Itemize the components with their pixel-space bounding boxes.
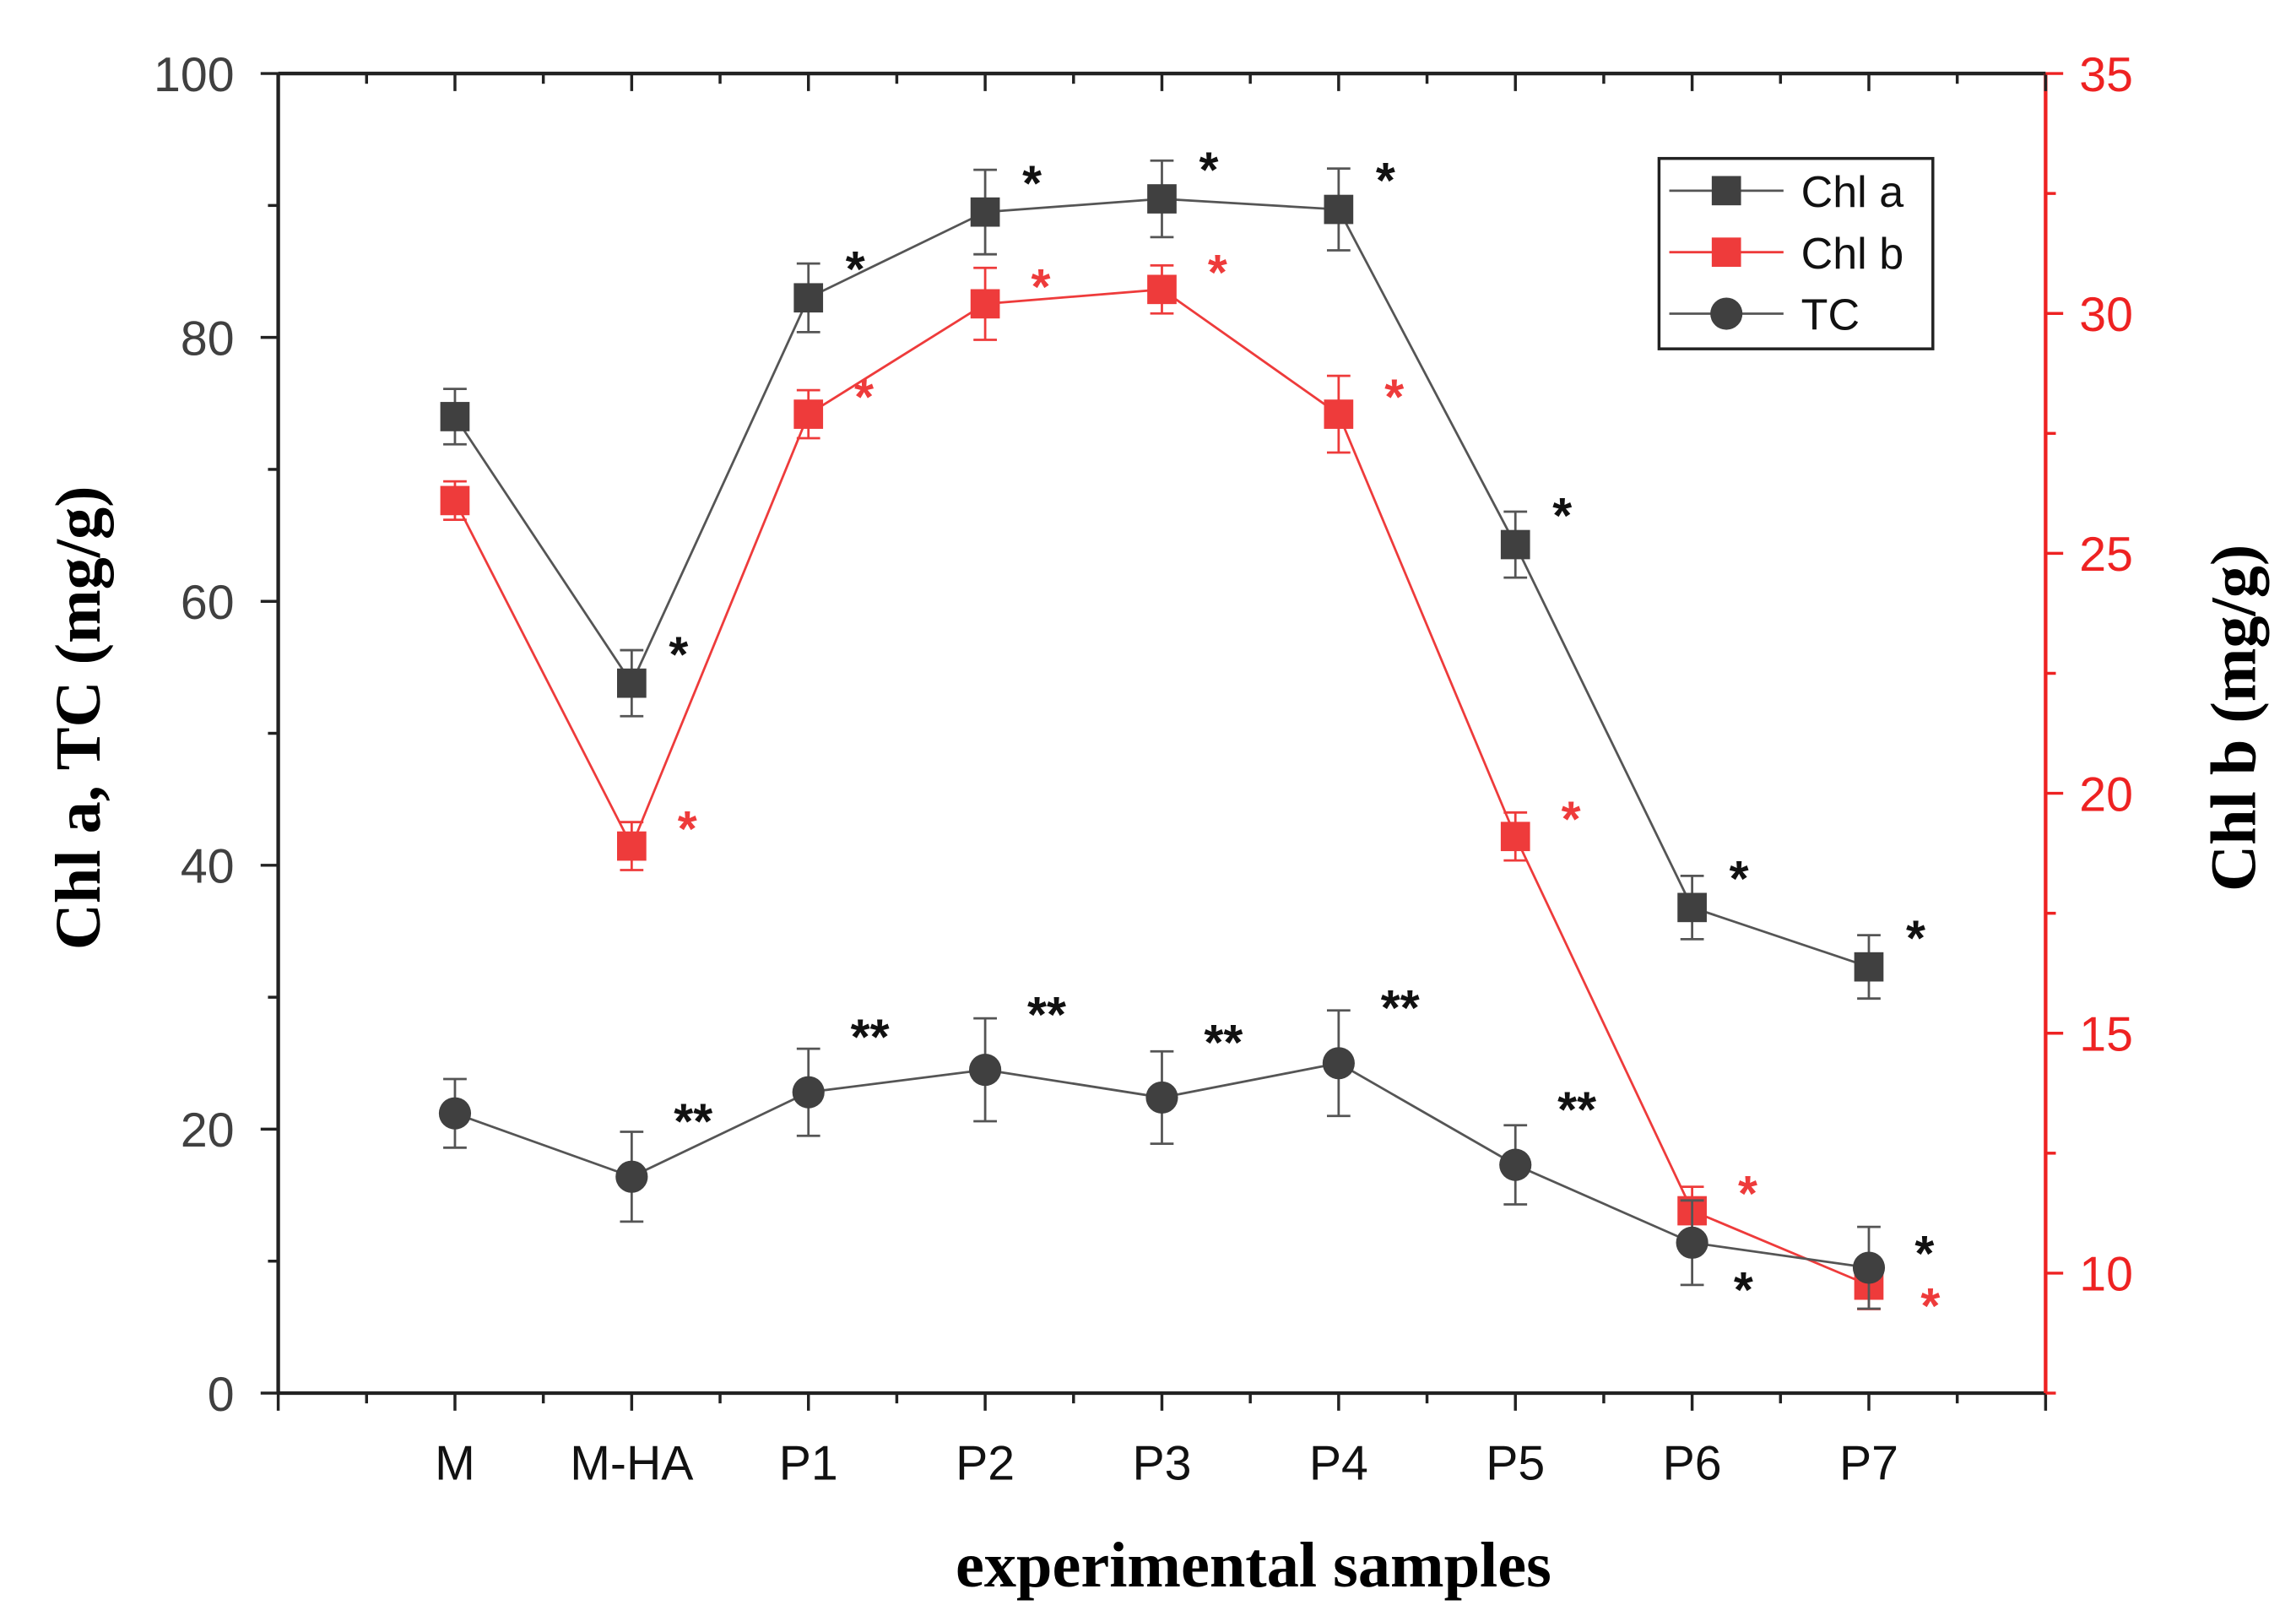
y-tick-label: 0	[208, 1368, 235, 1422]
data-point	[438, 1097, 472, 1130]
legend-label: TC	[1801, 291, 1860, 340]
data-point	[969, 1054, 1002, 1087]
legend: Chl a Chl b TC	[1657, 156, 1935, 350]
y2-axis-title: Chl b (mg/g)	[2197, 545, 2269, 892]
data-point	[617, 668, 647, 698]
x-tick-label: M	[435, 1436, 475, 1490]
data-point	[1324, 399, 1354, 429]
significance-star: **	[674, 1095, 712, 1150]
significance-star: **	[1557, 1083, 1596, 1138]
data-point	[1147, 184, 1177, 214]
legend-label: Chl b	[1801, 230, 1903, 279]
y2-tick-label: 15	[2079, 1008, 2133, 1062]
y-tick-label: 60	[181, 576, 235, 630]
y-tick-label: 100	[154, 48, 235, 102]
data-point	[792, 1076, 825, 1109]
significance-star: *	[1032, 260, 1051, 315]
x-tick-label: P6	[1663, 1436, 1722, 1490]
data-point	[617, 831, 647, 861]
significance-star: *	[1914, 1227, 1934, 1282]
x-tick-label: P7	[1839, 1436, 1898, 1490]
x-tick-label: P3	[1132, 1436, 1191, 1490]
data-point	[970, 197, 1000, 227]
significance-star: **	[1381, 981, 1420, 1036]
y2-tick-label: 20	[2079, 767, 2133, 822]
data-point	[1852, 1251, 1886, 1284]
series-chl-a: * * * * * * * *	[440, 144, 1925, 1001]
series-tc: **** **********	[438, 981, 1934, 1318]
y-tick-label: 80	[181, 312, 235, 366]
x-tick-label: M-HA	[570, 1436, 694, 1490]
series-chl-b: *** *****	[440, 246, 1940, 1334]
significance-star: *	[854, 371, 874, 426]
data-point	[440, 485, 470, 516]
data-point	[793, 399, 824, 429]
legend-marker	[1711, 176, 1741, 206]
legend-marker	[1710, 297, 1743, 330]
data-marks: *** * ******* ********* **********	[438, 144, 1940, 1334]
significance-star: *	[1199, 144, 1219, 198]
significance-star: **	[1027, 988, 1066, 1043]
significance-star: **	[851, 1011, 890, 1066]
axes: M M-HA P1 P2 P3 P4 P5 P6 P7 0 20 40 60 80 100 10 15 20 25 3…	[154, 48, 2133, 1490]
data-point	[1322, 1047, 1355, 1080]
data-point	[1854, 952, 1884, 982]
y-axis-title: Chl a, TC (mg/g)	[42, 485, 114, 950]
significance-star: *	[1376, 154, 1395, 209]
data-point	[793, 283, 824, 313]
x-tick-label: P5	[1486, 1436, 1545, 1490]
data-point	[1500, 529, 1530, 560]
significance-star: *	[1384, 371, 1404, 426]
significance-star: *	[1730, 852, 1749, 907]
y2-tick-label: 35	[2079, 48, 2133, 102]
data-point	[440, 402, 470, 431]
data-point	[1499, 1148, 1532, 1181]
data-point	[1147, 274, 1177, 305]
significance-star: *	[1906, 911, 1925, 966]
significance-star: *	[846, 242, 865, 297]
x-tick-label: P2	[956, 1436, 1015, 1490]
legend-label: Chl a	[1801, 168, 1904, 217]
data-point	[1677, 892, 1707, 923]
x-tick-label: P1	[779, 1436, 838, 1490]
y2-tick-label: 25	[2079, 528, 2133, 582]
data-point	[615, 1160, 648, 1193]
significance-star: *	[1734, 1263, 1753, 1318]
significance-star: *	[1562, 793, 1581, 848]
y2-tick-label: 30	[2079, 288, 2133, 342]
significance-star: *	[1920, 1279, 1940, 1334]
significance-star: *	[1738, 1167, 1757, 1222]
significance-star: *	[678, 802, 697, 857]
y-tick-label: 20	[181, 1104, 235, 1158]
data-point	[1324, 194, 1354, 225]
significance-star: *	[1552, 489, 1572, 544]
significance-star: **	[1204, 1016, 1243, 1071]
legend-marker	[1711, 237, 1741, 268]
x-axis-title: experimental samples	[956, 1529, 1551, 1601]
data-point	[1145, 1081, 1178, 1114]
data-point	[970, 289, 1000, 319]
significance-star: *	[1022, 156, 1042, 211]
significance-star: *	[669, 627, 688, 682]
significance-star: *	[1208, 246, 1227, 301]
y-tick-label: 40	[181, 840, 235, 894]
data-point	[1500, 822, 1530, 852]
data-point	[1676, 1226, 1708, 1259]
y2-tick-label: 10	[2079, 1248, 2133, 1302]
x-tick-label: P4	[1309, 1436, 1368, 1490]
